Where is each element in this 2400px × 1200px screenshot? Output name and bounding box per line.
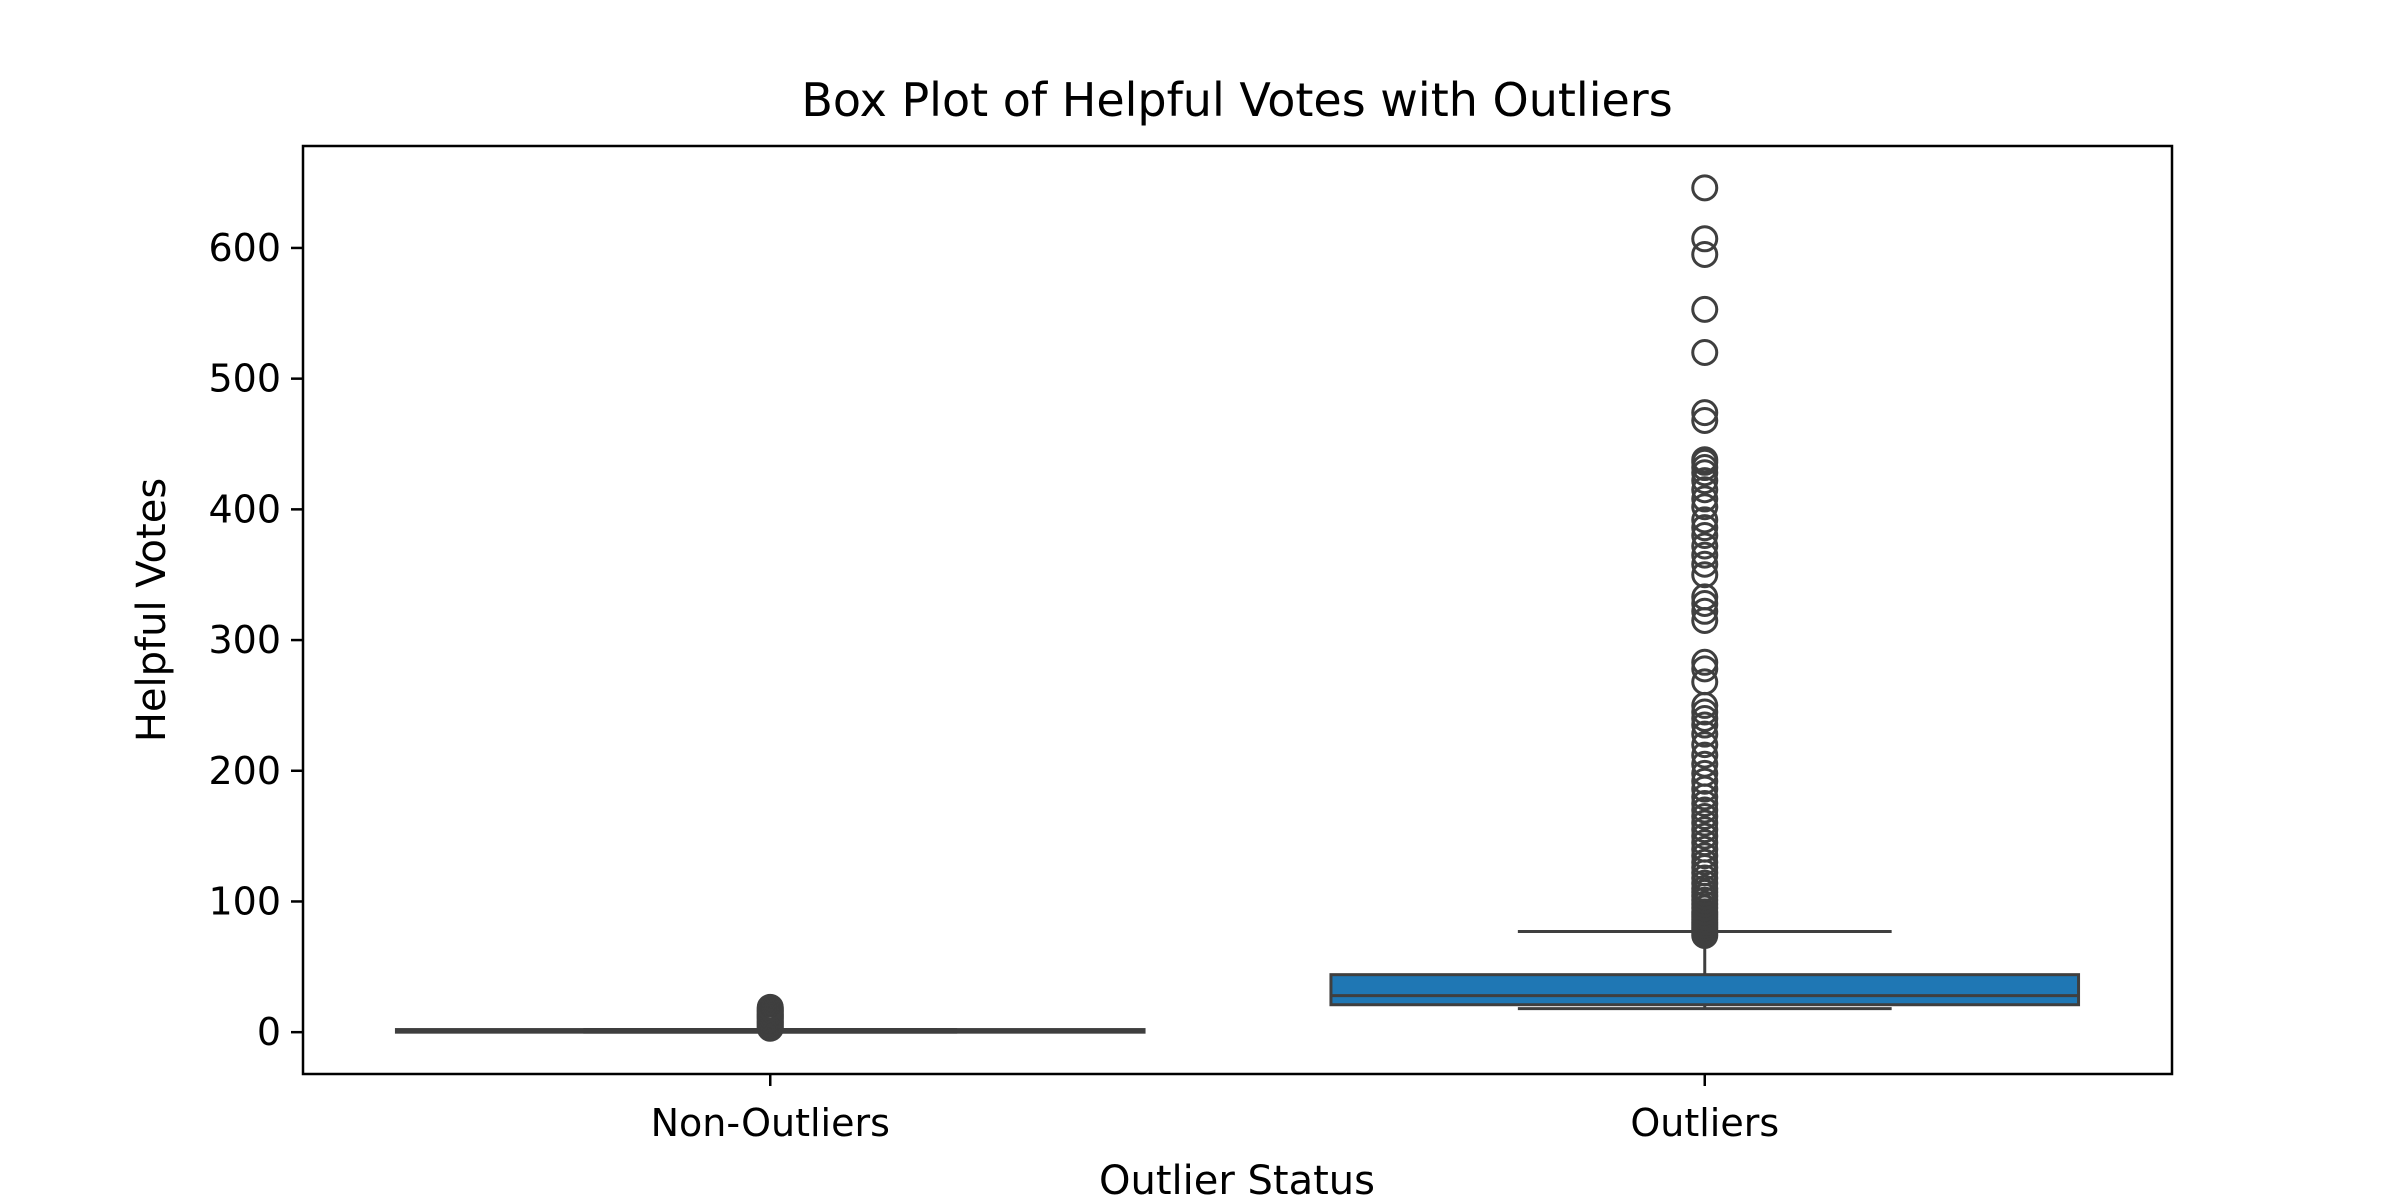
x-axis: Non-Outliers Outliers xyxy=(651,1074,1779,1145)
outlier-point xyxy=(1691,822,1719,850)
outlier-point xyxy=(1691,174,1719,202)
box-group-outliers xyxy=(1329,174,2081,1011)
box-body xyxy=(1329,973,2081,1007)
outlier-point xyxy=(1691,750,1719,778)
y-axis-label: Helpful Votes xyxy=(129,478,175,742)
outlier-point xyxy=(1691,711,1719,739)
outlier-point xyxy=(1691,789,1719,817)
outlier-point xyxy=(1691,829,1719,857)
box-group-non-outliers xyxy=(394,993,1146,1042)
outlier-point xyxy=(1691,809,1719,837)
outlier-point xyxy=(1691,493,1719,521)
outlier-point xyxy=(1691,550,1719,578)
outlier-point xyxy=(1691,759,1719,787)
chart-title: Box Plot of Helpful Votes with Outliers xyxy=(801,73,1672,127)
outlier-point xyxy=(1691,698,1719,726)
outlier-point xyxy=(1691,803,1719,831)
outlier-point xyxy=(1691,835,1719,863)
outlier-point xyxy=(1691,532,1719,560)
outlier-point xyxy=(1691,816,1719,844)
y-axis: 0 100 200 300 400 500 600 xyxy=(208,226,303,1054)
plot-layer xyxy=(394,174,2081,1042)
y-tick-label: 600 xyxy=(208,226,281,270)
outlier-point xyxy=(1691,561,1719,589)
outlier-point xyxy=(1691,514,1719,542)
outlier-point xyxy=(1691,720,1719,748)
y-tick-label: 0 xyxy=(257,1010,281,1054)
y-tick-label: 500 xyxy=(208,357,281,401)
outlier-point xyxy=(1691,597,1719,625)
outlier-point xyxy=(1691,476,1719,504)
y-tick-label: 100 xyxy=(208,879,281,923)
outlier-point xyxy=(1691,767,1719,795)
outlier-point xyxy=(1691,240,1719,268)
outlier-point xyxy=(1691,648,1719,676)
x-tick-label: Outliers xyxy=(1630,1101,1779,1145)
outlier-point xyxy=(1691,842,1719,870)
outlier-point xyxy=(1691,655,1719,683)
outlier-point xyxy=(1691,446,1719,474)
outlier-point xyxy=(1691,339,1719,367)
outlier-point xyxy=(1691,583,1719,611)
outlier-point xyxy=(1691,506,1719,534)
outlier-point xyxy=(1691,589,1719,617)
outlier-point xyxy=(1691,295,1719,323)
y-tick-label: 400 xyxy=(208,487,281,531)
outlier-point xyxy=(1691,848,1719,876)
axes-frame xyxy=(301,144,2174,1076)
outlier-point xyxy=(756,993,784,1021)
outlier-point xyxy=(1691,225,1719,253)
y-tick-label: 300 xyxy=(208,618,281,662)
outlier-point xyxy=(1691,467,1719,495)
outlier-point xyxy=(1691,406,1719,434)
outlier-point xyxy=(1691,399,1719,427)
outlier-point xyxy=(1691,485,1719,513)
x-tick-label: Non-Outliers xyxy=(651,1101,890,1145)
x-axis-label: Outlier Status xyxy=(1099,1158,1375,1200)
outlier-point xyxy=(1691,796,1719,824)
outlier-point xyxy=(1691,541,1719,569)
y-tick-label: 200 xyxy=(208,749,281,793)
outlier-point xyxy=(1691,704,1719,732)
outlier-point xyxy=(1691,521,1719,549)
outlier-point xyxy=(1691,668,1719,696)
outlier-point xyxy=(1691,741,1719,769)
outlier-point xyxy=(1691,731,1719,759)
